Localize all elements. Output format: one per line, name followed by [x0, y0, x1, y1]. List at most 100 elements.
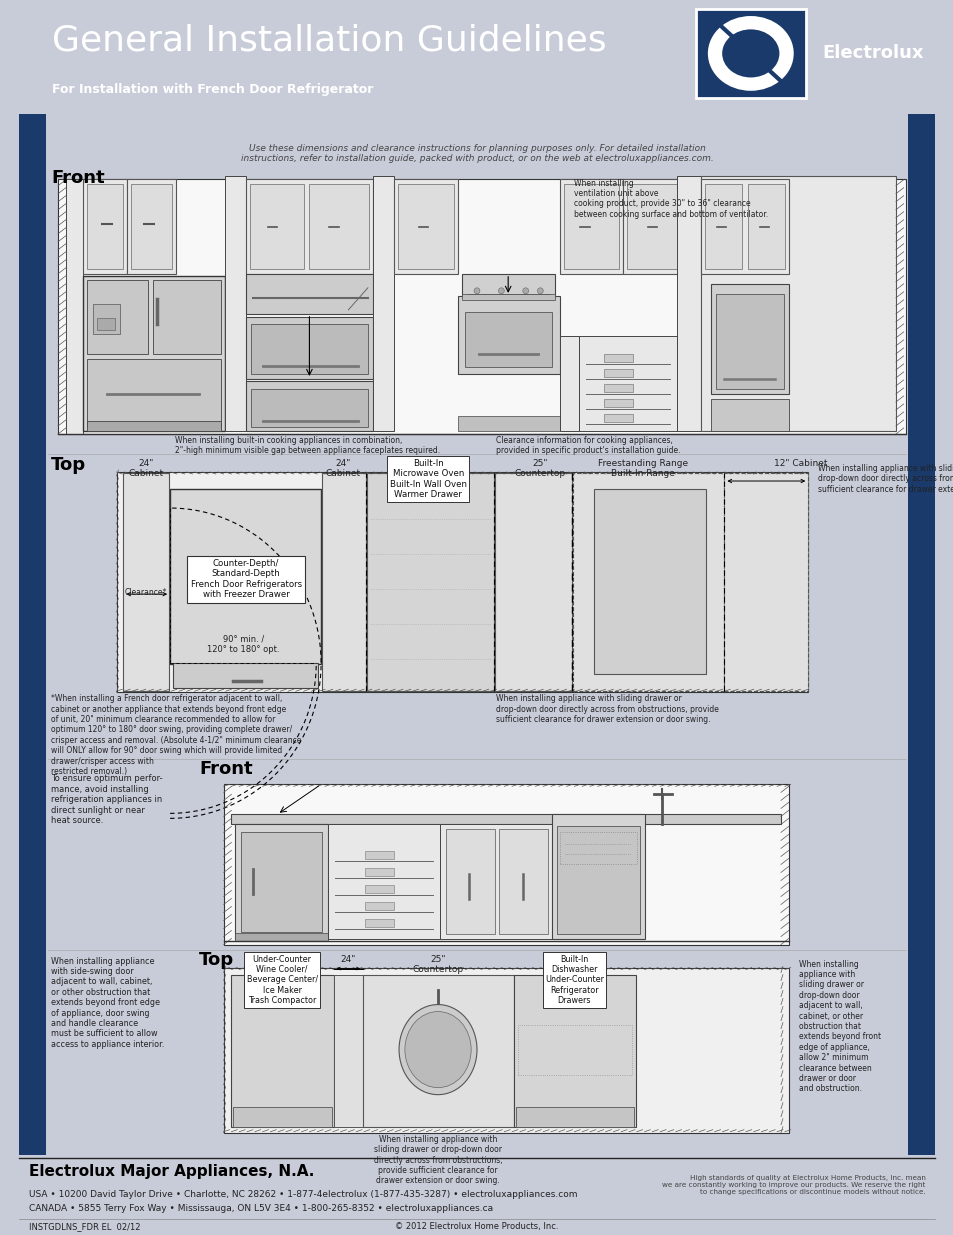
Bar: [603, 384, 632, 391]
Text: High standards of quality at Electrolux Home Products, Inc. mean
we are constant: High standards of quality at Electrolux …: [661, 1174, 924, 1194]
Bar: [557, 826, 639, 935]
Circle shape: [537, 288, 542, 294]
Bar: [235, 825, 328, 940]
Bar: [93, 304, 120, 333]
Bar: [573, 473, 723, 692]
Bar: [309, 184, 369, 269]
Bar: [66, 179, 83, 433]
Bar: [152, 280, 220, 354]
Circle shape: [474, 288, 479, 294]
Bar: [373, 175, 394, 431]
Text: 24": 24": [340, 955, 355, 963]
Bar: [578, 336, 676, 431]
Bar: [696, 9, 805, 99]
Bar: [397, 184, 453, 269]
Text: When installing
appliance with
sliding drawer or
drop-down door
adjacent to wall: When installing appliance with sliding d…: [798, 960, 880, 1093]
Text: Front: Front: [51, 169, 105, 186]
Circle shape: [522, 288, 528, 294]
Bar: [559, 179, 622, 274]
Bar: [97, 317, 114, 330]
Bar: [83, 179, 127, 274]
Text: When installing appliance with
sliding drawer or drop-down door
directly across : When installing appliance with sliding d…: [374, 1135, 502, 1186]
Bar: [603, 369, 632, 377]
Text: Top: Top: [51, 456, 87, 474]
Text: Electrolux: Electrolux: [821, 44, 923, 63]
Bar: [365, 903, 394, 910]
Text: When installing appliance with sliding drawer or
drop-down door directly across : When installing appliance with sliding d…: [496, 694, 719, 724]
Text: *When installing a French door refrigerator adjacent to wall,
cabinet or another: *When installing a French door refrigera…: [51, 694, 301, 776]
Bar: [172, 663, 318, 688]
Bar: [123, 473, 169, 692]
Bar: [700, 179, 788, 274]
Bar: [334, 974, 363, 1126]
Bar: [906, 114, 934, 1155]
Text: 25"
Countertop: 25" Countertop: [515, 459, 565, 478]
Bar: [246, 179, 373, 274]
Bar: [439, 825, 552, 940]
Text: Electrolux Major Appliances, N.A.: Electrolux Major Appliances, N.A.: [29, 1165, 314, 1179]
Text: Built-In
Dishwasher
Under-Counter
Refrigerator
Drawers: Built-In Dishwasher Under-Counter Refrig…: [544, 955, 603, 1005]
Bar: [58, 179, 904, 433]
Bar: [246, 317, 373, 379]
Text: Freestanding Range
Built-In Range: Freestanding Range Built-In Range: [597, 459, 687, 478]
Text: For Installation with French Door Refrigerator: For Installation with French Door Refrig…: [52, 83, 374, 96]
Bar: [127, 179, 175, 274]
Bar: [723, 473, 807, 692]
Bar: [223, 784, 788, 945]
Text: Under-Counter
Wine Cooler/
Beverage Center/
Ice Maker
Trash Compactor: Under-Counter Wine Cooler/ Beverage Cent…: [246, 955, 317, 1005]
Bar: [394, 179, 457, 274]
Bar: [626, 184, 692, 269]
Text: Use these dimensions and clearance instructions for planning purposes only. For : Use these dimensions and clearance instr…: [240, 143, 713, 163]
Bar: [83, 275, 224, 431]
Bar: [19, 114, 47, 1155]
Bar: [232, 814, 781, 825]
Text: 12" Cabinet: 12" Cabinet: [773, 459, 827, 468]
Bar: [494, 473, 572, 692]
Bar: [457, 296, 559, 374]
Text: INSTGDLNS_FDR EL  02/12: INSTGDLNS_FDR EL 02/12: [29, 1223, 140, 1231]
Bar: [465, 311, 552, 367]
Bar: [322, 473, 366, 692]
Bar: [516, 1107, 633, 1126]
Bar: [603, 354, 632, 362]
Bar: [251, 324, 368, 374]
Bar: [552, 814, 644, 940]
Bar: [246, 380, 373, 431]
Bar: [232, 974, 334, 1126]
Bar: [365, 868, 394, 877]
Text: 24"
Cabinet: 24" Cabinet: [326, 459, 360, 478]
Bar: [747, 184, 784, 269]
Bar: [87, 421, 220, 431]
Ellipse shape: [707, 16, 793, 91]
Bar: [603, 399, 632, 406]
Bar: [462, 294, 555, 300]
Bar: [467, 294, 550, 301]
Bar: [87, 280, 148, 354]
Text: 24"
Cabinet: 24" Cabinet: [128, 459, 163, 478]
Bar: [363, 974, 514, 1126]
Bar: [131, 184, 172, 269]
Bar: [514, 974, 635, 1126]
Bar: [365, 885, 394, 893]
Bar: [365, 851, 394, 860]
Bar: [235, 934, 328, 941]
Ellipse shape: [721, 30, 779, 78]
Text: When installing appliance with sliding drawer or
drop-down door directly across : When installing appliance with sliding d…: [817, 464, 953, 494]
Text: 90° min. /
120° to 180° opt.: 90° min. / 120° to 180° opt.: [207, 635, 279, 653]
Bar: [224, 175, 246, 431]
Bar: [704, 184, 741, 269]
Bar: [700, 175, 895, 431]
Bar: [170, 489, 321, 664]
Bar: [559, 832, 636, 864]
Bar: [457, 416, 559, 431]
Bar: [367, 473, 493, 692]
Bar: [365, 920, 394, 927]
Bar: [563, 184, 618, 269]
Text: When installing
ventilation unit above
cooking product, provide 30" to 36" clear: When installing ventilation unit above c…: [574, 179, 768, 219]
Text: Top: Top: [199, 951, 234, 968]
Text: © 2012 Electrolux Home Products, Inc.: © 2012 Electrolux Home Products, Inc.: [395, 1223, 558, 1231]
Text: 25"
Countertop: 25" Countertop: [412, 955, 463, 974]
Text: Clearance*: Clearance*: [124, 588, 167, 598]
Bar: [87, 359, 220, 427]
Bar: [715, 294, 783, 389]
